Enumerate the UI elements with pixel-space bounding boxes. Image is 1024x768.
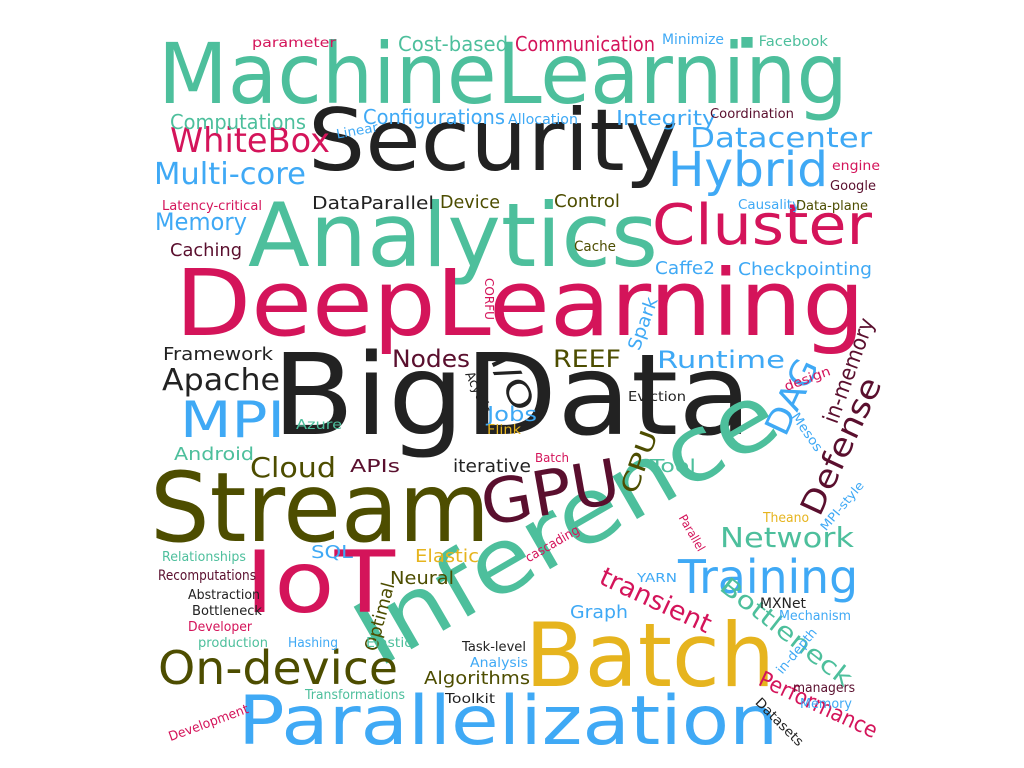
word-parameter: parameter [252,36,337,51]
word-on-device: On-device [158,641,399,695]
word-yarn: YARN [637,571,677,585]
word-android: Android [174,444,255,465]
word-azure: Azure [296,418,343,433]
word-latency-critical: Latency-critical [162,199,262,214]
word-checkpointing: Checkpointing [738,259,873,280]
word-bottleneck-small: Bottleneck [192,604,263,619]
word-nodes: Nodes [392,345,470,373]
word-memory: Memory [155,208,248,236]
word-mpi: MPI [180,391,286,449]
word-developer: Developer [188,620,252,635]
word-abstraction: Abstraction [188,588,261,603]
word-recomputations: Recomputations [158,568,257,584]
word-whitebox: WhiteBox [170,121,330,161]
word-transformations: Transformations [305,688,406,703]
word-theano: Theano [763,511,810,526]
word-control: Control [554,191,620,212]
word-coordination: Coordination [710,107,794,122]
word-batch-small: Batch [535,451,570,465]
word-integrity: Integrity [616,106,716,130]
word-apache: Apache [162,363,280,398]
word-cloud: Cloud [250,451,336,484]
word-analysis: Analysis [470,656,529,671]
word-machinelearning: MachineLearning [158,25,848,123]
word-network: Network [720,521,854,554]
word-minimize: Minimize [662,32,724,48]
word-managers: managers [793,681,856,696]
word-datacenter: Datacenter [690,121,873,154]
word-multi-core: Multi-core [154,157,306,192]
word-bigdata: BigData [272,331,752,461]
word-iot: IoT [245,533,395,633]
word-hybrid: Hybrid [668,142,828,198]
word-computations: Computations [170,110,306,134]
word-mechanism: Mechanism [779,609,852,624]
word-flink: Flink [487,423,522,438]
word-tool: Tool [650,456,696,477]
word-relationships: Relationships [162,550,246,565]
word-data-plane: Data-plane [796,199,869,214]
word-reef: REEF [553,345,621,373]
word-facebook: ■ Facebook [740,34,828,50]
word-neural: Neural [390,568,455,589]
word-algorithms: Algorithms [424,668,531,689]
word-mxnet: MXNet [760,596,807,612]
word-jobs: Jobs [487,402,537,426]
word-causality: Causality [738,198,801,213]
word-eviction: Eviction [628,390,687,405]
word-communication: Communication [515,32,655,56]
word-apis: APIs [350,456,401,477]
word-batch: Batch [525,604,775,707]
word-parallel: Parallel [675,512,708,554]
word-engine: engine [832,159,880,174]
word-production: production [198,636,269,651]
word-runtime: Runtime [657,346,786,374]
word-toolkit: Toolkit [445,692,496,707]
word-configurations: Configurations [363,105,505,129]
word-graph: Graph [570,602,628,623]
word-analytics: Analytics [248,184,658,287]
word-iterative: iterative [453,456,531,477]
word-device: Device [440,192,501,213]
word-elastic-2: Elastic [366,636,412,651]
word-caching: Caching [170,240,243,261]
word-cost-based: Cost-based [398,32,509,56]
word-dataparallel: DataParallel [312,193,435,214]
word-caffe2: Caffe2 [655,258,715,279]
word-cache: Cache [574,239,616,255]
word-elastic: Elastic [415,546,479,567]
word-memory-small: Memory [800,697,852,712]
word-task-level: Task-level [462,640,526,655]
word-parallelization: Parallelization [238,682,779,761]
word-corfu: CORFU [481,278,496,320]
word-framework: Framework [163,344,274,365]
word-hashing: Hashing [288,636,339,651]
word-allocation: Allocation [508,112,578,128]
word-deeplearning: DeepLearning [175,250,865,357]
word-security: Security [308,91,679,191]
word-training: Training [678,550,859,604]
word-google: Google [830,179,876,194]
word-stream: Stream [150,452,491,564]
word-sql: SQL [311,542,354,563]
word-cluster: Cluster [652,193,873,258]
